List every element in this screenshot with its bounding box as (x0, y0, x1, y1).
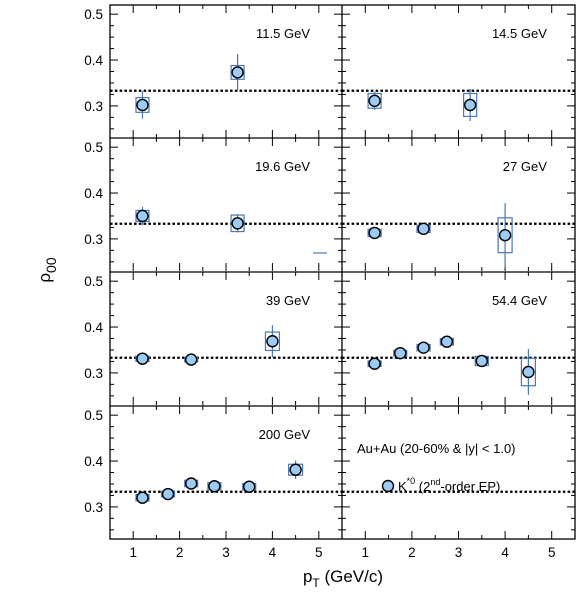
data-point (417, 222, 430, 236)
series-panel-2 (367, 88, 478, 122)
panel-7: 0.3 0.4 0.5 (84, 406, 342, 539)
x-tick-label: 3 (222, 545, 230, 560)
panel-5: 0.3 0.4 0.5 (84, 272, 342, 405)
x-tick-label: 3 (455, 545, 463, 560)
y-axis-title: ρ00 (35, 257, 59, 282)
data-point (463, 98, 477, 112)
energy-label: 54.4 GeV (492, 293, 547, 308)
y-tick-label: 0.5 (84, 140, 103, 155)
data-point (208, 480, 221, 493)
systematic-error-box (230, 214, 245, 233)
series-panel-5 (135, 325, 280, 366)
data-point (136, 209, 149, 223)
x-tick-label: 4 (269, 545, 277, 560)
data-point (266, 335, 279, 348)
x-tick-label: 5 (315, 545, 323, 560)
data-point (368, 94, 381, 108)
marks-layer (135, 54, 536, 504)
legend-label: K*0 (2nd-order EP) (398, 476, 500, 494)
systematic-error-box (230, 64, 245, 80)
data-point (184, 477, 198, 490)
data-point (231, 217, 244, 230)
y-tick-label: 0.5 (84, 408, 103, 423)
energy-label: 27 GeV (503, 159, 547, 174)
systematic-error-box (497, 217, 513, 254)
x-tick-label: 1 (129, 545, 137, 560)
systematic-error-box (367, 92, 382, 109)
panel-2 (342, 5, 575, 138)
energy-label: 200 GeV (259, 427, 311, 442)
data-point (231, 66, 244, 79)
data-point (136, 352, 149, 365)
x-tick-label: 2 (176, 545, 184, 560)
energy-label: 14.5 GeV (492, 26, 547, 41)
y-tick-label: 0.5 (84, 7, 103, 22)
series-panel-3 (135, 206, 245, 233)
frame-layer (109, 4, 576, 540)
series-panel-7 (135, 460, 304, 504)
data-point (368, 226, 381, 240)
legend-label-open: (2 (415, 479, 430, 494)
data-point (475, 354, 488, 368)
y-tick-label: 0.3 (84, 232, 103, 247)
y-tick-label: 0.4 (84, 454, 103, 469)
energy-label: 19.6 GeV (255, 159, 310, 174)
data-point (136, 491, 149, 504)
x-tick-label: 2 (408, 545, 416, 560)
data-point (440, 335, 454, 348)
legend-marker (381, 479, 395, 493)
y-tick-label: 0.3 (84, 99, 103, 114)
y-tick-label: 0.3 (84, 366, 103, 381)
collision-annotation: Au+Au (20-60% & |y| < 1.0) (357, 441, 516, 456)
systematic-error-box (135, 97, 150, 113)
data-point (417, 341, 430, 354)
legend-label-superscript: *0 (407, 476, 416, 486)
panel-1: 0.3 0.4 0.5 (84, 5, 342, 138)
data-point (394, 346, 407, 360)
legend-label-close: -order EP) (440, 479, 500, 494)
x-axis-title-subscript: T (312, 576, 320, 590)
systematic-error-box (520, 357, 536, 387)
panel-4 (342, 138, 575, 271)
energy-label: 39 GeV (266, 293, 310, 308)
panel-8 (342, 406, 575, 539)
panels-layer: 0.3 0.4 0.5 0.3 0.4 0.5 0.3 0.4 0.5 0.3 0.4 0.5 (84, 5, 575, 539)
data-point (289, 463, 302, 476)
y-tick-label: 0.3 (84, 500, 103, 515)
data-point (136, 98, 149, 112)
data-point (242, 480, 256, 493)
data-point (498, 229, 512, 242)
series-panel-4 (367, 203, 513, 268)
data-point (161, 487, 175, 501)
y-tick-label: 0.4 (84, 186, 103, 201)
labels-layer: ρ00 pT (GeV/c) Au+Au (20-60% & |y| < 1.0… (35, 26, 555, 590)
panel-6 (342, 272, 575, 405)
energy-label: 11.5 GeV (256, 26, 310, 41)
series-panel-1 (135, 54, 245, 119)
y-tick-label: 0.4 (84, 320, 103, 335)
systematic-error-box (463, 92, 478, 118)
data-point (522, 365, 535, 379)
y-axis-title-subscript: 00 (43, 257, 59, 273)
panel-3: 0.3 0.4 0.5 (84, 138, 342, 271)
systematic-error-box (264, 331, 280, 352)
x-tick-label: 1 (362, 545, 370, 560)
y-tick-label: 0.4 (84, 53, 103, 68)
x-tick-label: 5 (548, 545, 556, 560)
legend-label-order-superscript: nd (430, 477, 440, 487)
y-tick-label: 0.5 (84, 274, 103, 289)
x-axis-title: pT (GeV/c) (303, 567, 383, 590)
data-point (184, 353, 198, 366)
x-tick-label: 4 (501, 545, 509, 560)
series-panel-6 (367, 335, 536, 395)
x-axis-title-unit: (GeV/c) (320, 567, 383, 586)
data-point (368, 357, 381, 370)
